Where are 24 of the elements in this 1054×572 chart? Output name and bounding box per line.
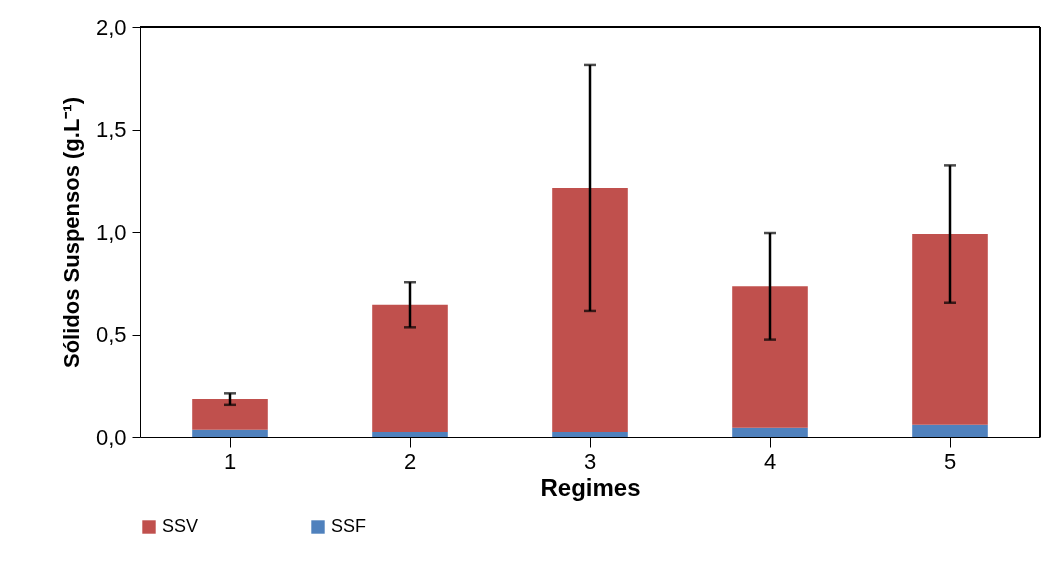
- bar: [192, 429, 268, 437]
- bar: [732, 286, 808, 428]
- bar: [912, 234, 988, 425]
- y-axis-title: Sólidos Suspensos (g.L⁻¹): [58, 96, 84, 369]
- y-tick-label: 2,0: [95, 14, 127, 40]
- y-tick-label: 1,5: [95, 117, 127, 142]
- bar: [732, 427, 808, 437]
- x-axis-title: Regimes: [540, 473, 641, 501]
- legend-label: SSV: [162, 516, 199, 536]
- y-tick-label: 0,5: [95, 322, 127, 347]
- x-tick-label: 2: [403, 448, 417, 474]
- bar: [372, 304, 448, 432]
- x-tick-label: 5: [943, 448, 957, 474]
- x-tick-label: 1: [223, 448, 237, 474]
- bar: [192, 399, 268, 430]
- x-tick-label: 4: [763, 448, 777, 474]
- bar: [912, 424, 988, 437]
- bar: [372, 431, 448, 437]
- legend-label: SSF: [331, 516, 367, 536]
- y-tick-label: 1,0: [95, 219, 127, 245]
- bar: [552, 431, 628, 437]
- x-tick-label: 3: [583, 448, 597, 474]
- bar: [552, 187, 628, 432]
- y-tick-label: 0,0: [95, 424, 127, 450]
